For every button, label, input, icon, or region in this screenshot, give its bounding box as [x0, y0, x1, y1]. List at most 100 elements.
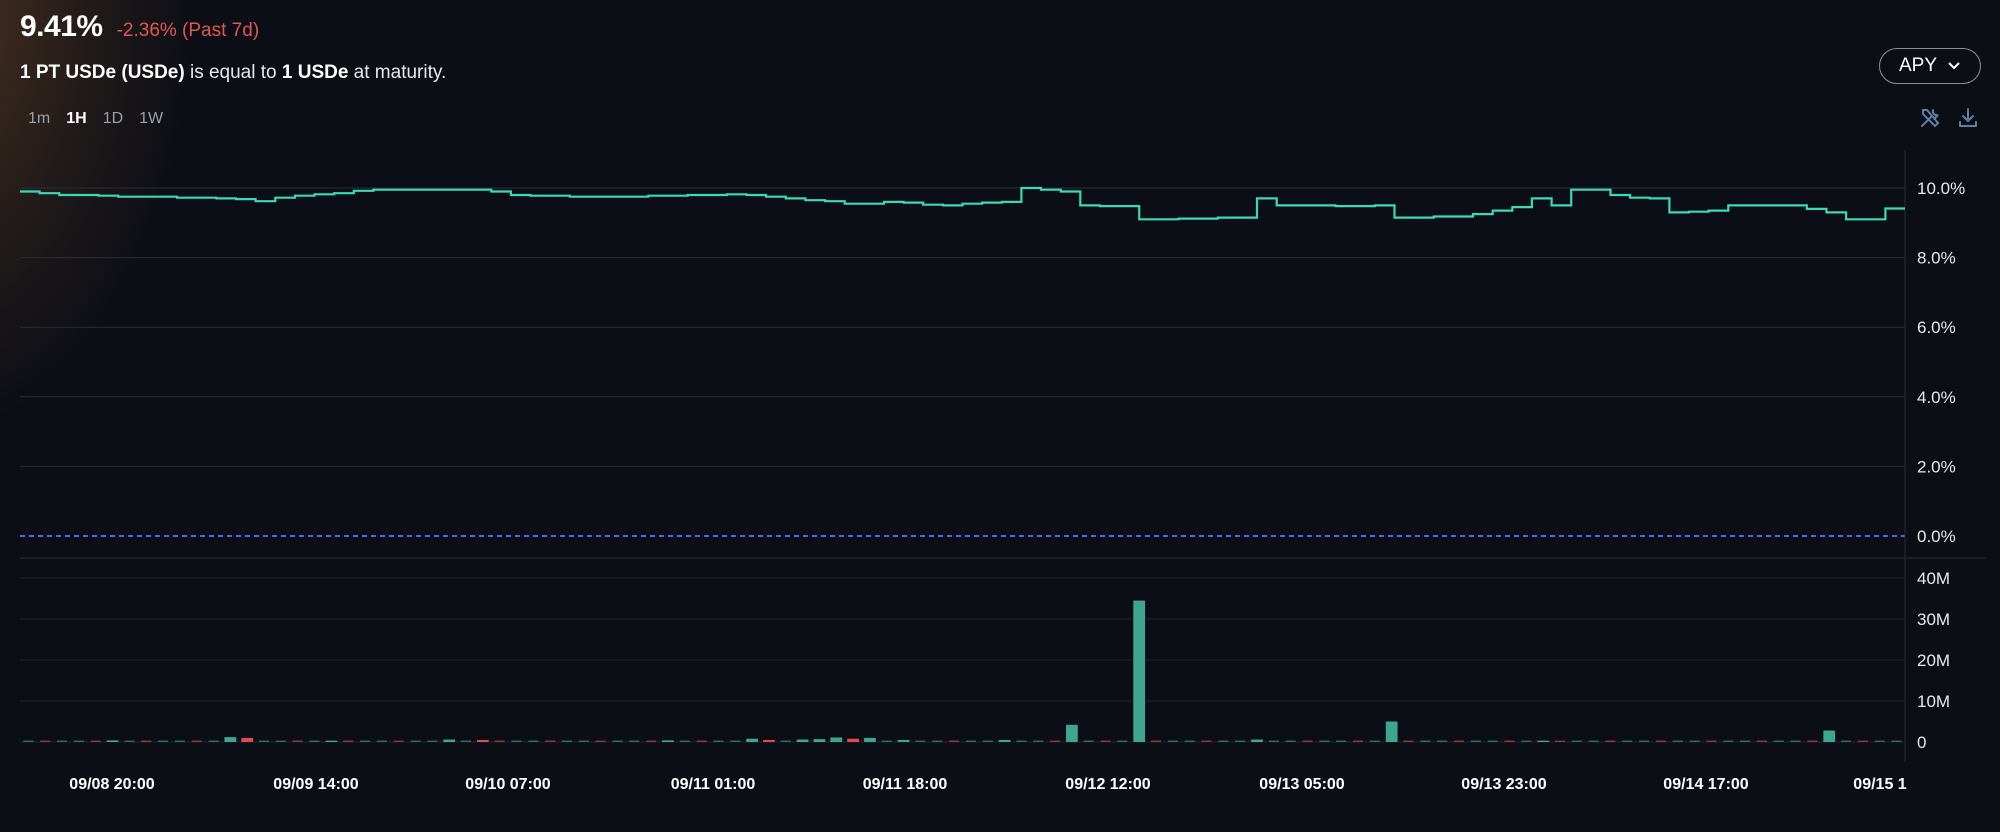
volume-baseline-tick [1050, 740, 1061, 742]
volume-baseline-tick [1588, 740, 1599, 742]
volume-bar [813, 739, 826, 742]
volume-bar [998, 739, 1011, 742]
volume-bar [847, 738, 859, 742]
current-apy: 9.41% [20, 10, 103, 43]
download-icon[interactable] [1956, 106, 1980, 130]
apy-y-tick-label: 8.0% [1917, 249, 1956, 268]
volume-baseline-tick [460, 740, 472, 742]
volume-baseline-tick [1016, 740, 1027, 742]
apy-change-7d: -2.36% (Past 7d) [116, 20, 260, 41]
x-tick-label: 09/15 1 [1853, 776, 1906, 793]
volume-baseline-tick [1504, 740, 1515, 742]
volume-baseline-tick [275, 740, 286, 742]
timeframe-1w[interactable]: 1W [139, 110, 164, 127]
volume-baseline-tick [1841, 740, 1852, 742]
volume-baseline-tick [982, 740, 993, 742]
volume-baseline-tick [191, 740, 202, 742]
volume-baseline-tick [612, 740, 623, 742]
volume-baseline-tick [1420, 740, 1431, 742]
volume-baseline-tick [1807, 740, 1818, 742]
volume-baseline-tick [1773, 740, 1784, 742]
volume-baseline-tick [1235, 740, 1246, 742]
volume-baseline-tick [511, 740, 522, 742]
volume-bar [1823, 730, 1836, 742]
volume-baseline-tick [1672, 740, 1683, 742]
volume-bar [796, 739, 809, 742]
timeframe-1d[interactable]: 1D [102, 110, 124, 127]
volume-baseline-tick [410, 740, 421, 742]
maturity-note-suffix: at maturity. [348, 62, 447, 83]
volume-baseline-tick [1268, 740, 1279, 742]
volume-baseline-tick [932, 740, 943, 742]
x-tick-label: 09/11 18:00 [863, 776, 948, 793]
volume-bar [1251, 739, 1263, 742]
volume-baseline-tick [158, 740, 169, 742]
volume-bar [897, 739, 910, 742]
volume-baseline-tick [713, 740, 724, 742]
volume-bar [1066, 724, 1078, 742]
apy-y-tick-label: 2.0% [1917, 457, 1956, 476]
volume-baseline-tick [780, 740, 791, 742]
volume-baseline-tick [1605, 740, 1616, 742]
volume-baseline-tick [881, 740, 892, 742]
volume-baseline-tick [1453, 740, 1465, 742]
volume-y-tick-label: 40M [1917, 569, 1950, 588]
volume-baseline-tick [1352, 740, 1364, 742]
timeframe-1m[interactable]: 1m [28, 110, 51, 127]
volume-baseline-tick [1891, 740, 1902, 742]
volume-baseline-tick [1184, 740, 1195, 742]
volume-baseline-tick [1470, 740, 1481, 742]
volume-baseline-tick [1117, 740, 1128, 742]
volume-baseline-tick [1336, 740, 1347, 742]
volume-baseline-tick [1218, 740, 1229, 742]
timeframe-1h[interactable]: 1H [66, 110, 87, 127]
apy-y-tick-label: 0.0% [1917, 527, 1956, 546]
volume-bar [1537, 740, 1550, 742]
volume-bar [443, 739, 456, 742]
volume-bar [763, 739, 775, 742]
volume-baseline-tick [1100, 740, 1111, 742]
volume-y-tick-label: 10M [1917, 692, 1950, 711]
volume-baseline-tick [208, 740, 219, 742]
volume-baseline-tick [965, 740, 976, 742]
volume-bar [830, 737, 843, 742]
volume-baseline-tick [23, 740, 34, 742]
volume-bar [224, 737, 237, 742]
volume-baseline-tick [57, 740, 68, 742]
volume-baseline-tick [1437, 740, 1448, 742]
volume-baseline-tick [561, 740, 573, 742]
volume-baseline-tick [1706, 740, 1717, 742]
volume-baseline-tick [427, 740, 438, 742]
header: 9.41% -2.36% (Past 7d) [20, 10, 259, 44]
volume-baseline-tick [679, 740, 690, 742]
x-tick-label: 09/09 14:00 [273, 776, 359, 793]
pt-token-name: 1 PT USDe (USDe) [20, 62, 185, 83]
x-tick-label: 09/13 05:00 [1259, 776, 1345, 793]
volume-baseline-tick [1639, 740, 1650, 742]
volume-baseline-tick [1151, 740, 1162, 742]
metric-dropdown[interactable]: APY [1879, 48, 1981, 84]
volume-bar [106, 740, 119, 742]
volume-baseline-tick [1033, 740, 1044, 742]
volume-bar [1385, 721, 1398, 742]
volume-baseline-tick [1857, 740, 1868, 742]
volume-baseline-tick [90, 740, 101, 742]
volume-baseline-tick [292, 740, 303, 742]
volume-baseline-tick [1521, 740, 1532, 742]
volume-baseline-tick [1689, 740, 1700, 742]
volume-baseline-tick [343, 740, 354, 742]
volume-y-tick-label: 30M [1917, 610, 1950, 629]
chevron-down-icon [1948, 62, 1960, 70]
volume-baseline-tick [1403, 740, 1414, 742]
x-tick-label: 09/08 20:00 [69, 776, 155, 793]
tools-icon[interactable] [1918, 106, 1942, 130]
volume-baseline-tick [1201, 740, 1212, 742]
volume-baseline-tick [646, 740, 657, 742]
volume-baseline-tick [309, 740, 320, 742]
maturity-note-text: is equal to [184, 62, 282, 83]
x-tick-label: 09/12 12:00 [1065, 776, 1151, 793]
volume-baseline-tick [40, 740, 51, 742]
x-tick-label: 09/13 23:00 [1461, 776, 1547, 793]
volume-baseline-tick [1655, 740, 1667, 742]
